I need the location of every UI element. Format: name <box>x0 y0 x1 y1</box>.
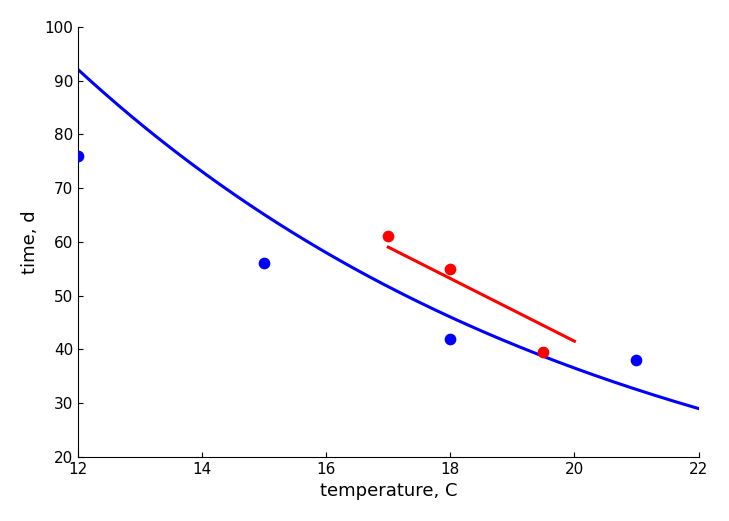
Y-axis label: time, d: time, d <box>21 210 39 274</box>
Point <box>537 348 549 356</box>
Point <box>631 356 642 364</box>
X-axis label: temperature, C: temperature, C <box>319 482 457 500</box>
Point <box>258 259 270 267</box>
Point <box>445 265 456 273</box>
Point <box>445 334 456 343</box>
Point <box>383 232 394 241</box>
Point <box>72 152 84 160</box>
